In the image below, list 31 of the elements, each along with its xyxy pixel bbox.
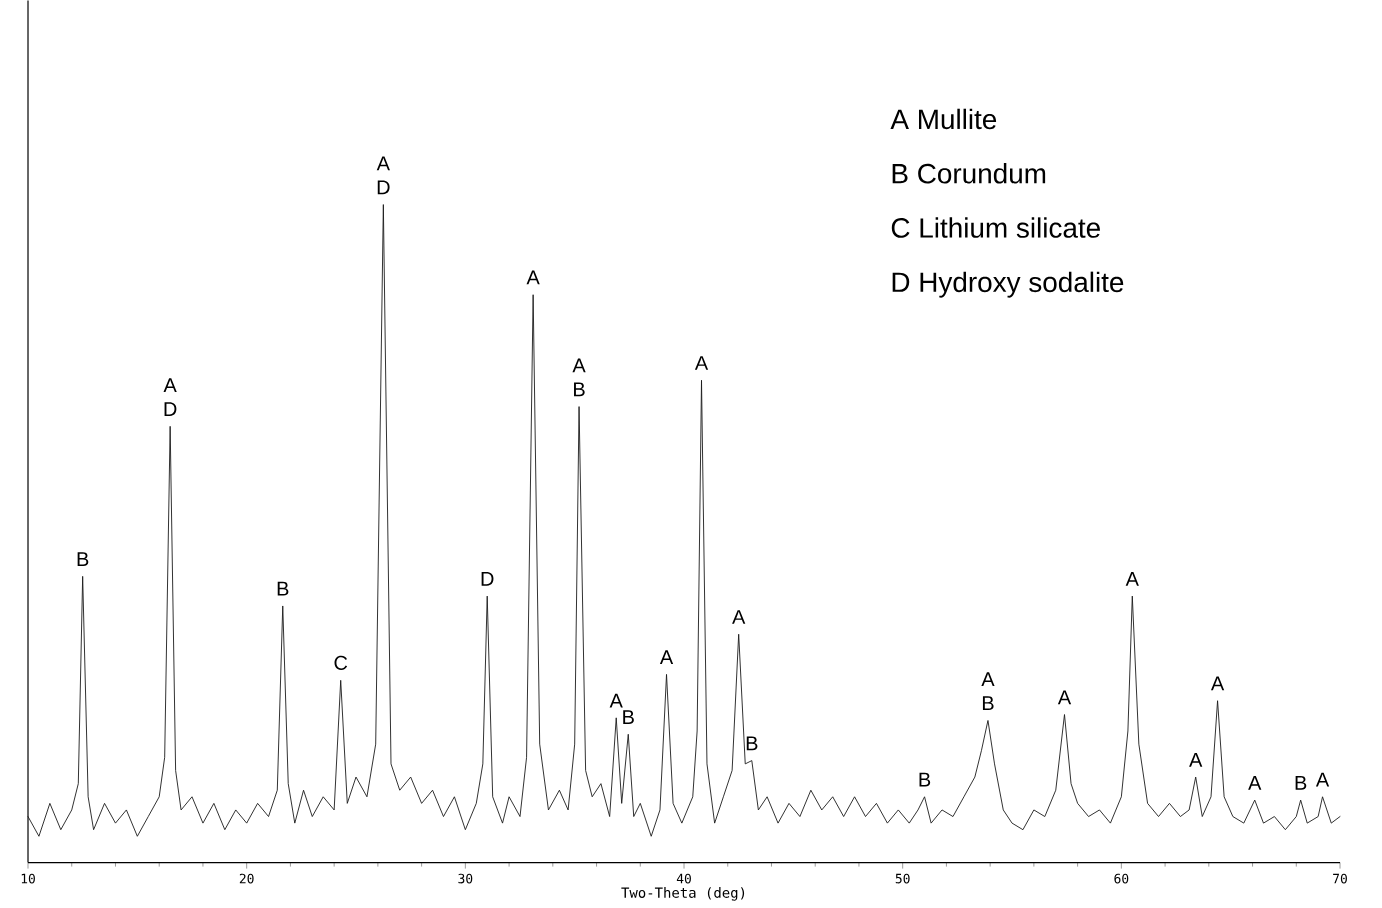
annotation: B bbox=[574, 382, 585, 397]
annotation: B bbox=[277, 582, 289, 596]
annotation: A bbox=[659, 650, 674, 665]
annotation: A bbox=[609, 694, 623, 708]
annotation: A bbox=[526, 270, 540, 285]
annotation: B bbox=[919, 772, 931, 787]
annotation: A bbox=[981, 672, 995, 687]
text: A Mullite bbox=[890, 109, 997, 130]
annotation: A bbox=[1210, 676, 1225, 691]
annotation: D bbox=[164, 402, 177, 417]
annotation: A bbox=[732, 610, 746, 625]
annotation: A bbox=[572, 358, 586, 373]
annotation: A bbox=[376, 156, 390, 171]
annotation: A bbox=[694, 356, 709, 371]
annotation: D Hydroxy sodalite bbox=[892, 271, 1124, 298]
annotation: A bbox=[163, 378, 177, 393]
annotation: C bbox=[334, 656, 348, 671]
annotation: C Lithium silicate bbox=[891, 217, 1100, 239]
annotation: D bbox=[377, 180, 390, 195]
annotation: B bbox=[77, 552, 89, 567]
annotation: B bbox=[1295, 776, 1307, 790]
annotation: B bbox=[623, 710, 634, 725]
annotation: B bbox=[982, 696, 994, 711]
annotation: A bbox=[1315, 772, 1330, 787]
annotation: A bbox=[1248, 776, 1262, 790]
annotation: A bbox=[1057, 690, 1072, 705]
annotation: A bbox=[1189, 753, 1203, 767]
annotation: D bbox=[481, 572, 494, 587]
annotation: B bbox=[746, 736, 758, 751]
annotation: A bbox=[1125, 572, 1139, 587]
text: B Corundum bbox=[892, 163, 1046, 184]
